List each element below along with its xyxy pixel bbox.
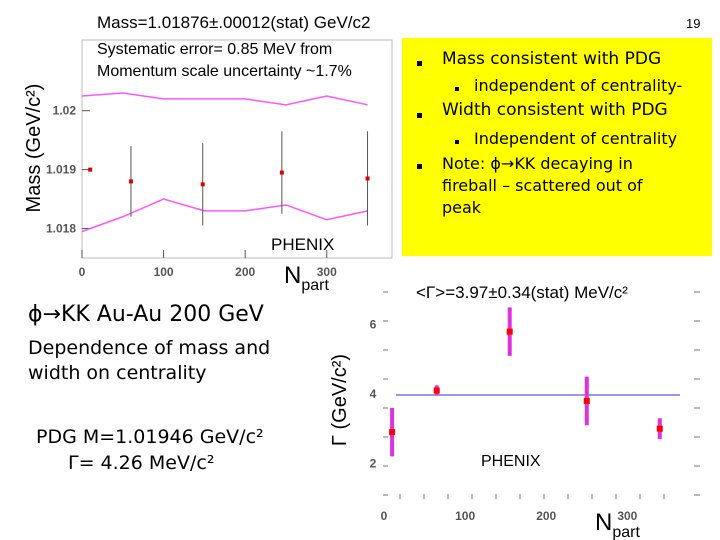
y-tick-label: 1.02 [53, 104, 77, 118]
width-data-point [389, 429, 396, 436]
mass-data-point [279, 170, 284, 175]
x-tick-label: 100 [154, 265, 174, 279]
mass-systematic-label-2: Momentum scale uncertainty ~1.7% [97, 63, 352, 80]
x-tick-label: 0 [79, 265, 86, 279]
mass-data-point [365, 176, 370, 181]
pdg-width-label: Γ= 4.26 MeV/c² [68, 452, 215, 474]
bullet-mass: Mass consistent with PDG [442, 49, 662, 69]
bullet-mass-sub: independent of centrality- [474, 76, 683, 95]
y-tick-label: 2 [370, 456, 377, 470]
bullet-marker [417, 61, 422, 66]
bullet-marker [455, 140, 459, 144]
width-data-point [433, 387, 440, 394]
mass-y-axis-label: Mass (GeV/c²) [23, 84, 45, 213]
width-data-point [506, 328, 513, 335]
xlabel-main: N [284, 262, 301, 289]
mass-systematic-label: Systematic error= 0.85 MeV from [97, 41, 333, 58]
width-data-point [656, 425, 663, 432]
bullet-note-line1: Note: ϕ→KK decaying in [442, 154, 633, 173]
plot-frame [81, 39, 393, 259]
y-tick-label: 6 [370, 318, 377, 332]
bullet-marker [417, 164, 422, 169]
width-data-point [583, 397, 590, 404]
y-tick-label: 4 [370, 387, 377, 401]
bullet-width: Width consistent with PDG [442, 100, 668, 120]
systematic-band-upper [81, 92, 368, 106]
xlabel-main: N [595, 509, 612, 536]
x-tick-label: 200 [536, 509, 556, 523]
bullet-note-line3: peak [442, 198, 482, 217]
width-result-label: <Γ>=3.97±0.34(stat) MeV/c² [416, 283, 628, 302]
slide-subtitle-text: Dependence of mass and width on centrali… [28, 337, 271, 384]
mass-watermark: PHENIX [271, 235, 334, 254]
bullet-width-sub: Independent of centrality [474, 129, 678, 148]
width-y-axis-label: Γ (GeV/c²) [329, 354, 351, 446]
pdg-mass-label: PDG M=1.01946 GeV/c² [36, 426, 264, 448]
x-tick-label: 200 [235, 265, 255, 279]
bullet-note-line2: fireball – scattered out of [442, 176, 643, 195]
x-tick-label: 300 [317, 265, 337, 279]
mass-data-point [200, 182, 205, 187]
mass-result-label: Mass=1.01876±.00012(stat) GeV/c2 [97, 13, 371, 32]
mass-data-point [88, 167, 93, 172]
mass-data-point [128, 179, 133, 184]
slide-subtitle: Dependence of mass and width on centrali… [28, 336, 328, 386]
xlabel-sub: part [301, 277, 329, 294]
slide-number: 19 [686, 16, 701, 31]
conclusions-box: Mass consistent with PDG independent of … [402, 38, 712, 256]
width-watermark: PHENIX [481, 453, 541, 470]
bullet-marker [417, 113, 422, 118]
width-x-axis-label: Npart [595, 509, 640, 540]
systematic-band-lower [81, 198, 368, 233]
y-tick-label: 1.019 [46, 163, 76, 177]
y-tick-label: 1.018 [46, 222, 76, 236]
slide-title: ϕ→KK Au-Au 200 GeV [28, 302, 264, 327]
x-tick-label: 100 [455, 509, 475, 523]
mass-x-axis-label: Npart [284, 262, 329, 294]
xlabel-sub: part [612, 524, 640, 540]
bullet-marker [455, 87, 459, 91]
x-tick-label: 0 [381, 509, 388, 523]
x-tick-label: 300 [617, 509, 637, 523]
